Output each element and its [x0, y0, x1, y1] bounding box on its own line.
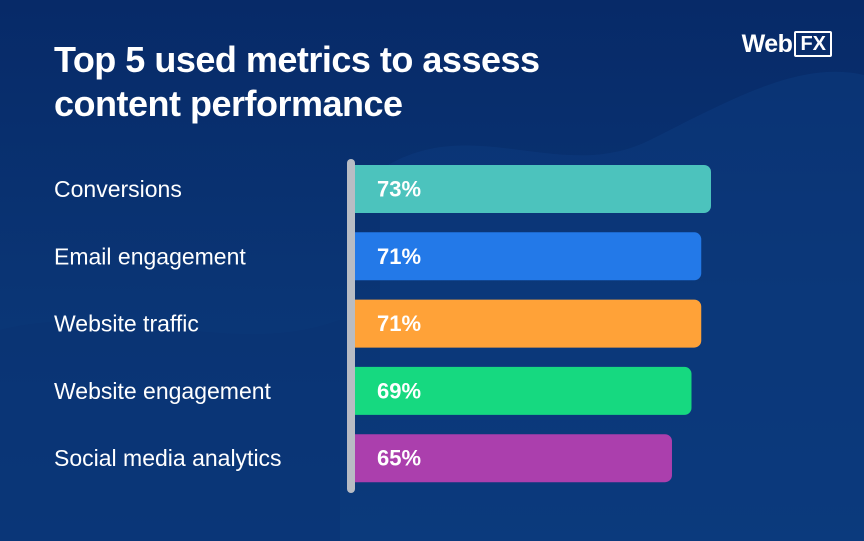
brand-logo-fx: FX	[794, 31, 832, 57]
category-label: Conversions	[54, 176, 182, 202]
value-label: 73%	[377, 177, 421, 202]
bar	[348, 232, 702, 281]
category-label: Website traffic	[54, 311, 199, 337]
bar	[348, 434, 672, 483]
chart-title: Top 5 used metrics to assess content per…	[54, 39, 540, 124]
value-label: 65%	[377, 446, 421, 471]
bar	[348, 366, 692, 415]
value-label: 71%	[377, 244, 421, 269]
category-label: Website engagement	[54, 378, 272, 404]
category-label: Email engagement	[54, 243, 246, 269]
value-label: 69%	[377, 378, 421, 403]
brand-logo-web: Web	[741, 30, 793, 58]
brand-logo: Web FX	[742, 30, 832, 58]
bar	[348, 299, 702, 348]
category-label: Social media analytics	[54, 445, 282, 471]
bar	[348, 165, 711, 213]
value-label: 71%	[377, 311, 421, 336]
